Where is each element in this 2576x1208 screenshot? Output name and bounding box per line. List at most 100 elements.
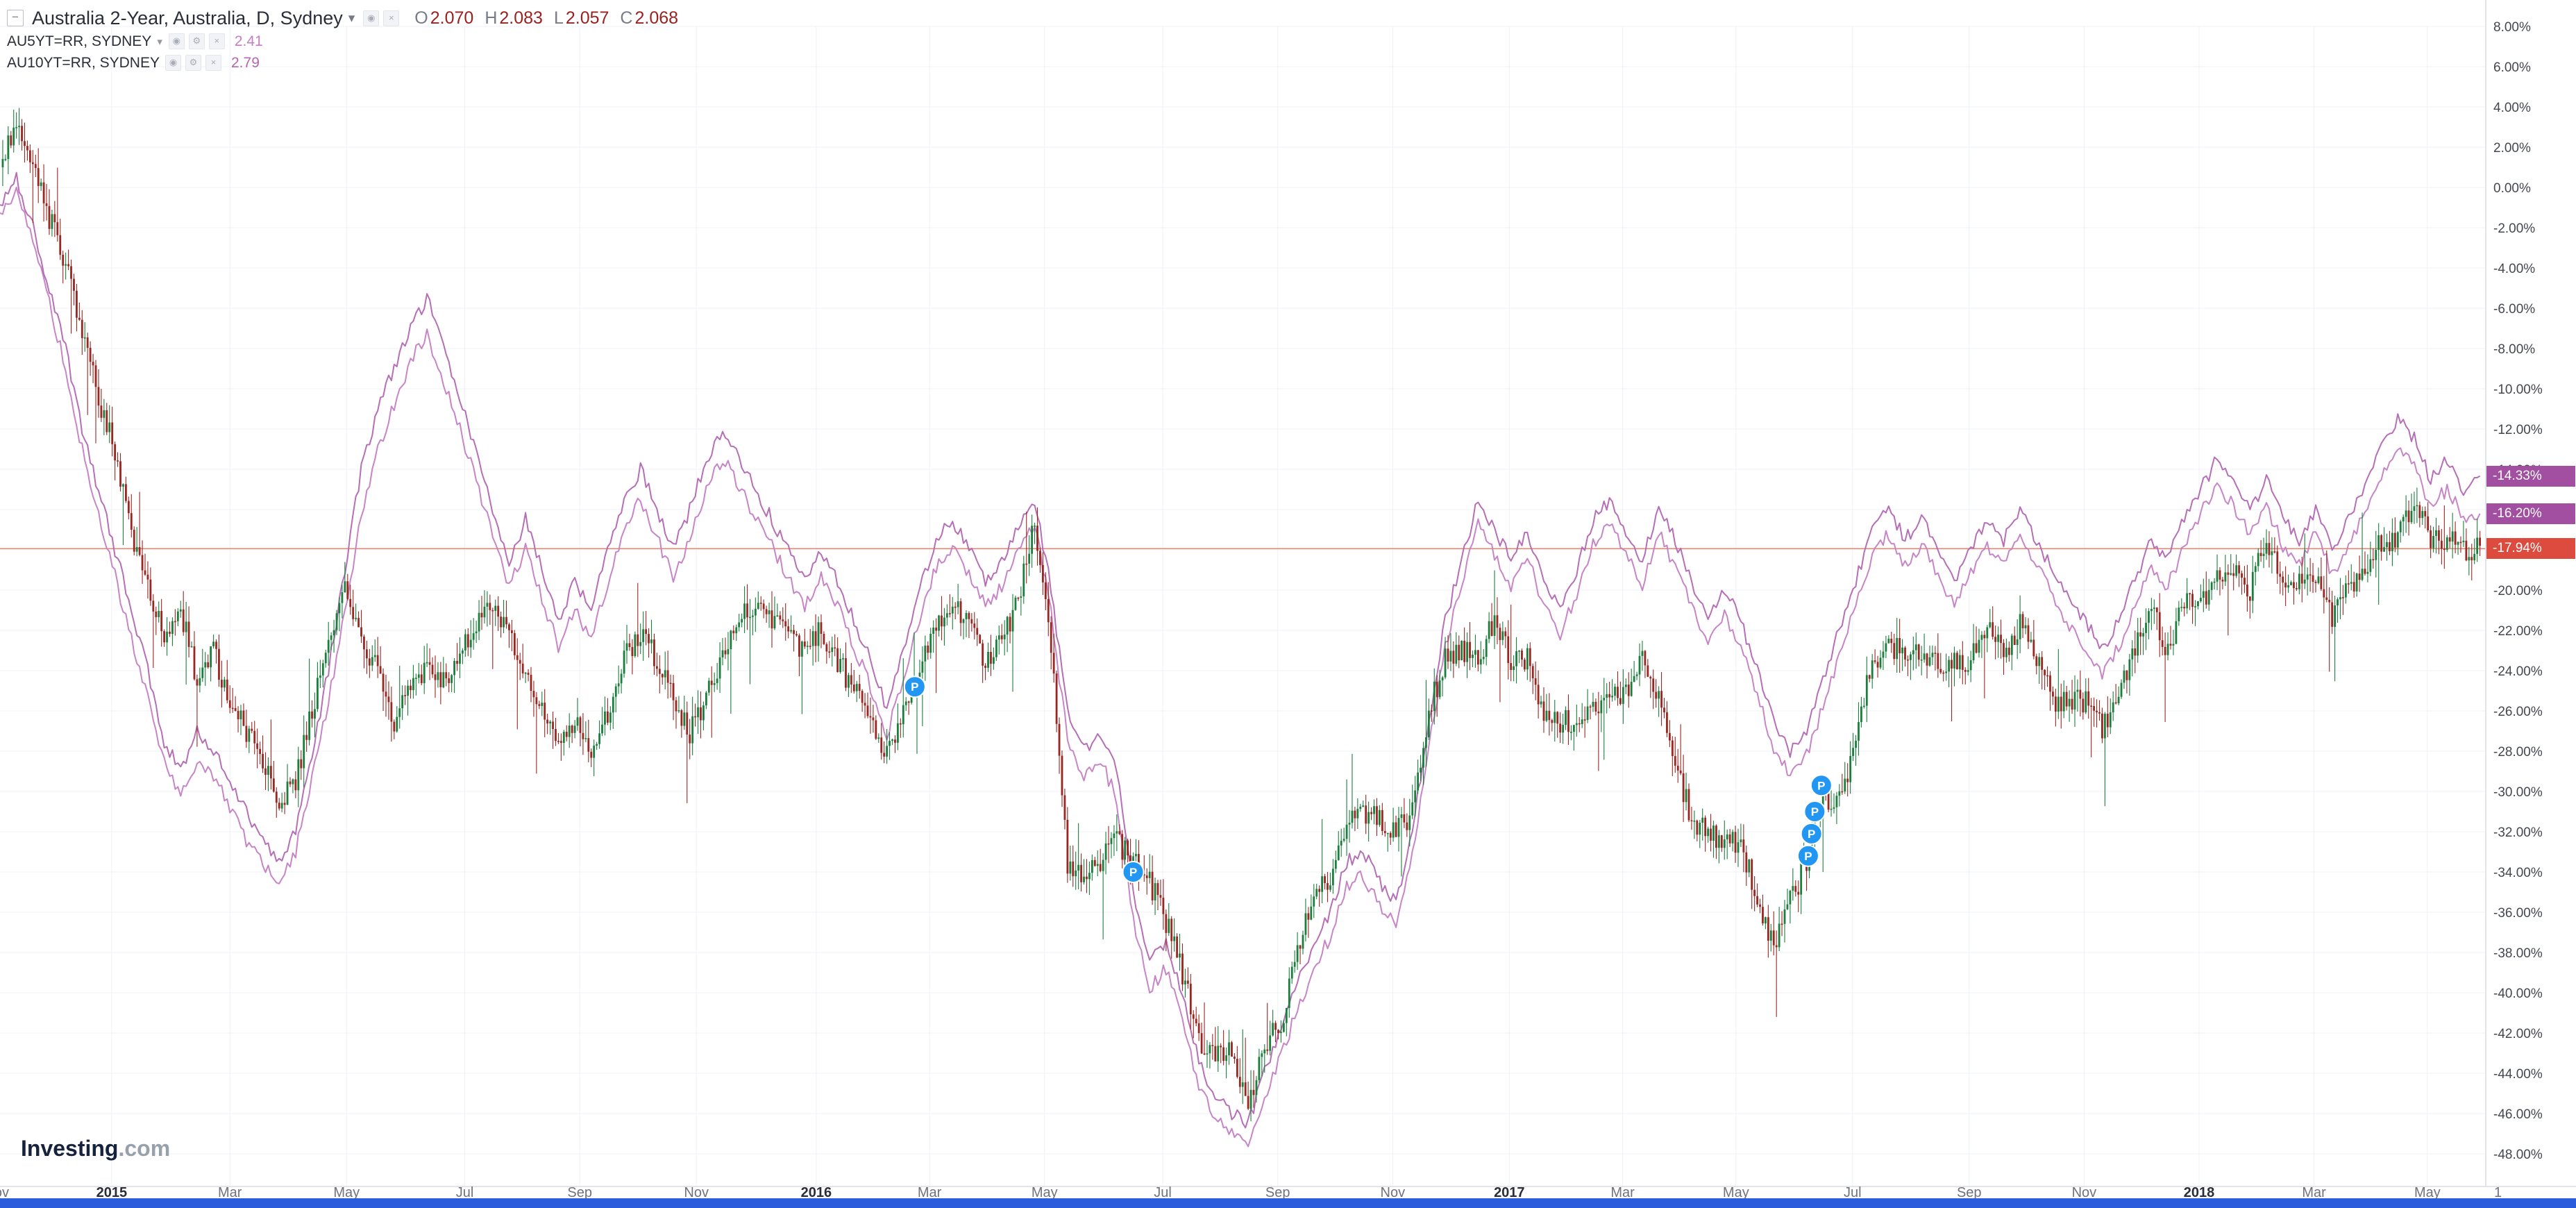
svg-text:May: May bbox=[1032, 1185, 1058, 1200]
svg-text:-28.00%: -28.00% bbox=[2493, 745, 2543, 760]
low-value: L 2.057 bbox=[554, 8, 609, 28]
svg-text:-34.00%: -34.00% bbox=[2493, 866, 2543, 880]
svg-text:-4.00%: -4.00% bbox=[2493, 262, 2535, 276]
svg-text:Jul: Jul bbox=[456, 1185, 474, 1200]
svg-text:-44.00%: -44.00% bbox=[2493, 1067, 2543, 1082]
gear-icon[interactable]: ⚙ bbox=[185, 55, 201, 71]
svg-text:0.00%: 0.00% bbox=[2493, 181, 2531, 196]
investing-logo[interactable]: Investing.com bbox=[21, 1136, 170, 1161]
close-icon[interactable]: × bbox=[208, 33, 225, 49]
svg-text:2.00%: 2.00% bbox=[2493, 141, 2531, 156]
svg-text:-30.00%: -30.00% bbox=[2493, 785, 2543, 800]
svg-text:-10.00%: -10.00% bbox=[2493, 383, 2543, 397]
open-number: 2.070 bbox=[430, 8, 474, 28]
svg-text:P: P bbox=[1129, 866, 1137, 879]
svg-text:2015: 2015 bbox=[96, 1185, 128, 1200]
svg-text:-20.00%: -20.00% bbox=[2493, 584, 2543, 598]
logo-tld: .com bbox=[118, 1136, 171, 1161]
svg-text:-24.00%: -24.00% bbox=[2493, 664, 2543, 679]
price-label-last: -17.94% bbox=[2486, 538, 2575, 560]
timeline-scrollbar[interactable] bbox=[0, 1198, 2576, 1208]
svg-text:6.00%: 6.00% bbox=[2493, 60, 2531, 75]
price-label-5y: -16.20% bbox=[2486, 503, 2575, 524]
ohlc-values: O 2.070 H 2.083 L 2.057 C 2.068 bbox=[414, 8, 689, 28]
legend-series-10y-row[interactable]: AU10YT=RR, SYDNEY ◉ ⚙ × 2.79 bbox=[7, 52, 689, 74]
svg-text:Jul: Jul bbox=[1154, 1185, 1172, 1200]
close-icon[interactable]: × bbox=[205, 55, 221, 71]
close-label: C bbox=[620, 8, 633, 28]
svg-text:Nov: Nov bbox=[1381, 1185, 1406, 1200]
svg-text:Mar: Mar bbox=[1610, 1185, 1635, 1200]
svg-text:-12.00%: -12.00% bbox=[2493, 423, 2543, 437]
comparison-line-series bbox=[0, 171, 2481, 1148]
svg-text:4.00%: 4.00% bbox=[2493, 101, 2531, 115]
series-5y-label[interactable]: AU5YT=RR, SYDNEY bbox=[7, 33, 152, 49]
svg-text:2018: 2018 bbox=[2184, 1185, 2215, 1200]
gear-icon[interactable]: ⚙ bbox=[188, 33, 205, 49]
svg-text:P: P bbox=[1804, 850, 1812, 863]
svg-text:P: P bbox=[1811, 805, 1819, 819]
price-label-10y: -14.33% bbox=[2486, 465, 2575, 487]
svg-text:2016: 2016 bbox=[801, 1185, 832, 1200]
candlestick-series bbox=[1, 108, 2481, 1122]
low-number: 2.057 bbox=[565, 8, 609, 28]
svg-text:P: P bbox=[1808, 828, 1815, 841]
svg-text:-32.00%: -32.00% bbox=[2493, 825, 2543, 840]
svg-text:P: P bbox=[1817, 779, 1825, 792]
svg-text:Sep: Sep bbox=[1265, 1185, 1290, 1200]
svg-text:Mar: Mar bbox=[218, 1185, 242, 1200]
svg-text:P: P bbox=[911, 680, 918, 694]
eye-icon[interactable]: ◉ bbox=[168, 33, 185, 49]
grid-lines bbox=[0, 26, 2486, 1186]
close-value: C 2.068 bbox=[620, 8, 678, 28]
svg-text:-8.00%: -8.00% bbox=[2493, 342, 2535, 357]
series-5y-value: 2.41 bbox=[234, 33, 263, 49]
svg-text:-2.00%: -2.00% bbox=[2493, 221, 2535, 236]
svg-text:Nov: Nov bbox=[0, 1185, 9, 1200]
svg-text:-22.00%: -22.00% bbox=[2493, 624, 2543, 639]
svg-text:Nov: Nov bbox=[2072, 1185, 2097, 1200]
high-value: H 2.083 bbox=[485, 8, 543, 28]
svg-text:8.00%: 8.00% bbox=[2493, 20, 2531, 35]
svg-text:-6.00%: -6.00% bbox=[2493, 302, 2535, 317]
svg-text:Sep: Sep bbox=[567, 1185, 592, 1200]
svg-text:May: May bbox=[1723, 1185, 1749, 1200]
chevron-down-icon[interactable]: ▾ bbox=[348, 10, 355, 26]
svg-text:Sep: Sep bbox=[1957, 1185, 1982, 1200]
legend-main-row[interactable]: − Australia 2-Year, Australia, D, Sydney… bbox=[7, 6, 689, 31]
logo-name: Investing bbox=[21, 1136, 119, 1161]
high-number: 2.083 bbox=[499, 8, 543, 28]
svg-text:-40.00%: -40.00% bbox=[2493, 987, 2543, 1001]
legend-series-5y-row[interactable]: AU5YT=RR, SYDNEY ▾ ◉ ⚙ × 2.41 bbox=[7, 31, 689, 52]
svg-text:-48.00%: -48.00% bbox=[2493, 1148, 2543, 1162]
svg-text:Mar: Mar bbox=[918, 1185, 942, 1200]
legend: − Australia 2-Year, Australia, D, Sydney… bbox=[7, 6, 689, 74]
svg-text:-36.00%: -36.00% bbox=[2493, 906, 2543, 921]
series-10y-label[interactable]: AU10YT=RR, SYDNEY bbox=[7, 54, 160, 71]
svg-text:Mar: Mar bbox=[2302, 1185, 2326, 1200]
svg-text:-46.00%: -46.00% bbox=[2493, 1107, 2543, 1122]
svg-text:-42.00%: -42.00% bbox=[2493, 1027, 2543, 1041]
eye-icon[interactable]: ◉ bbox=[165, 55, 181, 71]
collapse-legend-button[interactable]: − bbox=[7, 10, 24, 26]
open-value: O 2.070 bbox=[414, 8, 473, 28]
symbol-title[interactable]: Australia 2-Year, Australia, D, Sydney bbox=[32, 7, 343, 28]
svg-text:-26.00%: -26.00% bbox=[2493, 705, 2543, 719]
open-label: O bbox=[414, 8, 428, 28]
close-number: 2.068 bbox=[634, 8, 679, 28]
svg-text:Nov: Nov bbox=[684, 1185, 709, 1200]
series-10y-value: 2.79 bbox=[231, 54, 260, 71]
chevron-down-icon[interactable]: ▾ bbox=[157, 35, 162, 48]
svg-text:May: May bbox=[2414, 1185, 2441, 1200]
svg-text:-38.00%: -38.00% bbox=[2493, 946, 2543, 961]
close-icon[interactable]: × bbox=[383, 10, 400, 26]
svg-text:1: 1 bbox=[2494, 1185, 2502, 1200]
svg-text:2017: 2017 bbox=[1494, 1185, 1525, 1200]
high-label: H bbox=[485, 8, 498, 28]
svg-text:Jul: Jul bbox=[1844, 1185, 1862, 1200]
low-label: L bbox=[553, 8, 564, 28]
eye-icon[interactable]: ◉ bbox=[363, 10, 380, 26]
